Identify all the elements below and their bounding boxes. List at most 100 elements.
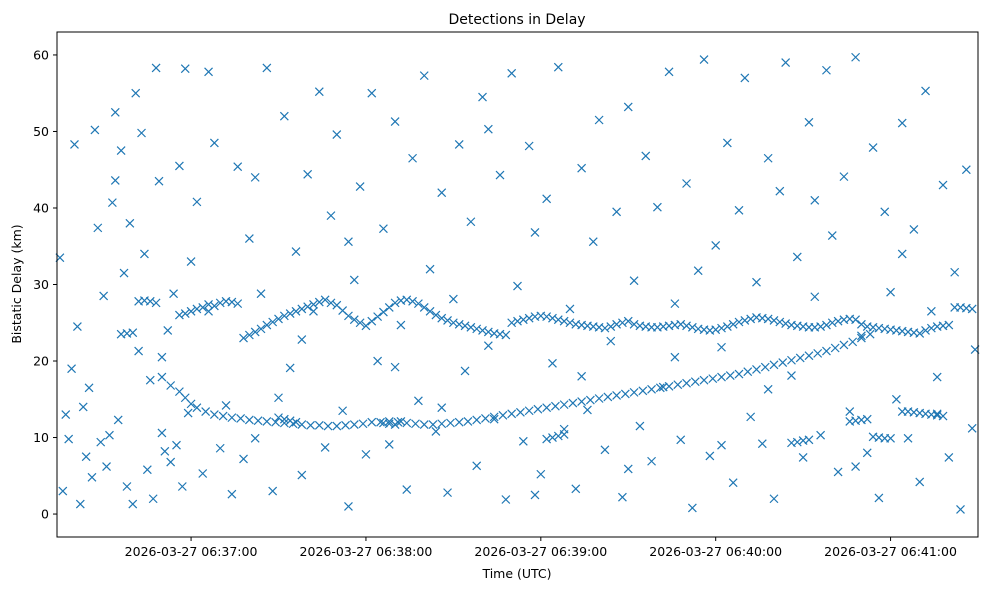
data-point [530, 228, 540, 237]
data-point [466, 217, 476, 227]
data-point [367, 417, 377, 427]
data-point [594, 394, 604, 403]
data-point [687, 503, 697, 513]
x-axis: 2026-03-27 06:37:00 2026-03-27 06:38:00 20… [125, 537, 957, 559]
data-point [172, 440, 181, 450]
data-point [262, 417, 272, 426]
data-point [897, 249, 907, 259]
data-point [233, 162, 243, 172]
data-point [402, 295, 412, 305]
data-point [845, 407, 855, 416]
data-point [568, 398, 578, 408]
data-point [262, 63, 272, 73]
data-point [250, 172, 260, 182]
data-point [577, 371, 587, 381]
data-point [291, 247, 301, 257]
data-point [851, 462, 861, 472]
data-point [113, 415, 123, 425]
data-point [396, 417, 406, 426]
data-point [341, 420, 350, 430]
data-point [174, 310, 184, 320]
data-point [274, 413, 283, 423]
data-point [87, 472, 97, 482]
data-point [209, 138, 219, 148]
data-point [606, 336, 616, 346]
data-point [670, 352, 680, 362]
data-point [938, 411, 948, 421]
data-point [443, 316, 452, 325]
data-point [297, 304, 307, 314]
data-point [600, 323, 610, 333]
data-point [253, 416, 263, 426]
data-point [647, 384, 656, 394]
data-point [722, 322, 732, 332]
data-point [612, 391, 622, 400]
data-point [67, 364, 76, 374]
data-point [157, 428, 167, 438]
data-point [682, 321, 691, 331]
data-point [379, 307, 388, 317]
y-tick-label: 40 [33, 200, 49, 215]
data-point [501, 495, 511, 504]
data-point [151, 298, 161, 308]
data-point [460, 321, 470, 331]
data-point [862, 448, 872, 458]
data-point [314, 420, 324, 430]
data-point [944, 320, 954, 330]
data-point [711, 325, 721, 335]
data-point [787, 355, 796, 365]
data-point [865, 329, 875, 339]
data-point [64, 434, 74, 444]
x-axis-label: Time (UTC) [481, 566, 551, 581]
data-point [781, 58, 791, 68]
data-point [498, 410, 508, 420]
data-point [851, 315, 861, 325]
data-point [795, 353, 805, 363]
data-point [725, 371, 735, 380]
data-point [411, 419, 420, 429]
data-point [326, 211, 336, 221]
data-point [204, 67, 213, 77]
data-point [553, 315, 563, 325]
data-point [524, 313, 534, 323]
data-point [682, 378, 691, 388]
data-point [151, 63, 161, 73]
data-point [638, 386, 648, 396]
data-point [431, 426, 441, 436]
data-point [778, 358, 788, 367]
data-point [186, 257, 196, 266]
data-point [349, 315, 359, 325]
data-point [577, 163, 587, 173]
data-point [717, 372, 726, 382]
data-point [209, 410, 219, 420]
data-point [810, 292, 820, 302]
data-point [332, 130, 342, 139]
data-point [886, 433, 895, 443]
data-point [201, 407, 211, 416]
data-point [408, 153, 418, 163]
y-tick-label: 60 [33, 47, 49, 62]
data-point [635, 421, 645, 431]
data-point [81, 452, 91, 462]
data-point [848, 337, 858, 347]
data-point [652, 202, 662, 212]
data-point [600, 445, 610, 455]
data-point [804, 117, 814, 127]
data-point [338, 406, 348, 416]
data-point [180, 309, 190, 319]
data-point [70, 140, 79, 149]
data-point [903, 433, 913, 443]
data-point [874, 493, 884, 503]
data-point [419, 303, 429, 312]
data-point [174, 161, 184, 171]
data-point [297, 470, 307, 480]
data-point [262, 320, 272, 330]
data-point [513, 316, 522, 326]
data-point [792, 437, 802, 447]
data-point [72, 322, 82, 332]
data-point [390, 362, 400, 372]
data-point [428, 420, 438, 429]
data-point [542, 194, 552, 204]
data-point [128, 328, 138, 338]
data-point [367, 316, 377, 326]
